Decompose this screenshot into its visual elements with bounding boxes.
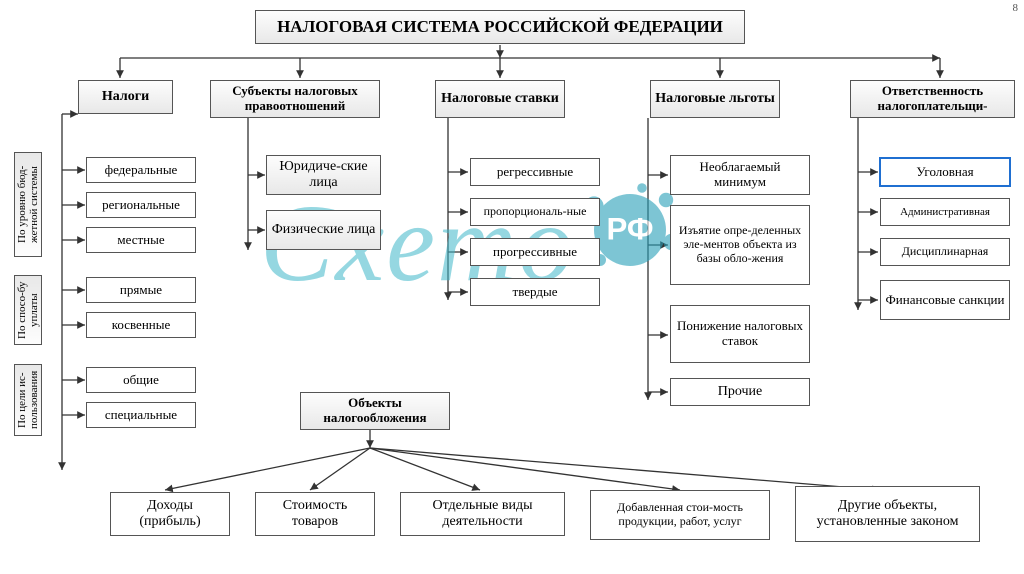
- taxes-group2-vlabel: По спосо-бу уплаты: [14, 275, 42, 345]
- rates-progressive: прогрессивные: [470, 238, 600, 266]
- taxes-group1-vlabel: По уровню бюд-жетной системы: [14, 152, 42, 257]
- taxes-local: местные: [86, 227, 196, 253]
- branch-subjects: Субъекты налоговых правоотношений: [210, 80, 380, 118]
- taxes-regional: региональные: [86, 192, 196, 218]
- benefits-exclude: Изъятие опре-деленных эле-ментов объекта…: [670, 205, 810, 285]
- taxes-group3-vlabel: По цели ис-пользования: [14, 364, 42, 436]
- taxes-federal: федеральные: [86, 157, 196, 183]
- liability-fin: Финансовые санкции: [880, 280, 1010, 320]
- liability-criminal: Уголовная: [880, 158, 1010, 186]
- liability-admin: Административная: [880, 198, 1010, 226]
- branch-liability: Ответственность налогоплательщи-: [850, 80, 1015, 118]
- rates-proportional: пропорциональ-ные: [470, 198, 600, 226]
- svg-text:РФ: РФ: [606, 212, 653, 247]
- branch-benefits: Налоговые льготы: [650, 80, 780, 118]
- taxes-special: специальные: [86, 402, 196, 428]
- liability-disc: Дисциплинарная: [880, 238, 1010, 266]
- rates-fixed: твердые: [470, 278, 600, 306]
- benefits-lower: Понижение налоговых ставок: [670, 305, 810, 363]
- rates-regressive: регрессивные: [470, 158, 600, 186]
- root-title: НАЛОГОВАЯ СИСТЕМА РОССИЙСКОЙ ФЕДЕРАЦИИ: [255, 10, 745, 44]
- taxes-direct: прямые: [86, 277, 196, 303]
- taxes-indirect: косвенные: [86, 312, 196, 338]
- taxes-general: общие: [86, 367, 196, 393]
- branch-objects: Объекты налогообложения: [300, 392, 450, 430]
- branch-taxes: Налоги: [78, 80, 173, 114]
- objects-other: Другие объекты, установленные законом: [795, 486, 980, 542]
- objects-vat: Добавленная стои-мость продукции, работ,…: [590, 490, 770, 540]
- page-number: 8: [1013, 2, 1019, 14]
- objects-income: Доходы (прибыль): [110, 492, 230, 536]
- objects-cost: Стоимость товаров: [255, 492, 375, 536]
- subjects-legal: Юридиче-ские лица: [266, 155, 381, 195]
- objects-activity: Отдельные виды деятельности: [400, 492, 565, 536]
- benefits-other: Прочие: [670, 378, 810, 406]
- branch-rates: Налоговые ставки: [435, 80, 565, 118]
- benefits-min: Необлагаемый минимум: [670, 155, 810, 195]
- subjects-individual: Физические лица: [266, 210, 381, 250]
